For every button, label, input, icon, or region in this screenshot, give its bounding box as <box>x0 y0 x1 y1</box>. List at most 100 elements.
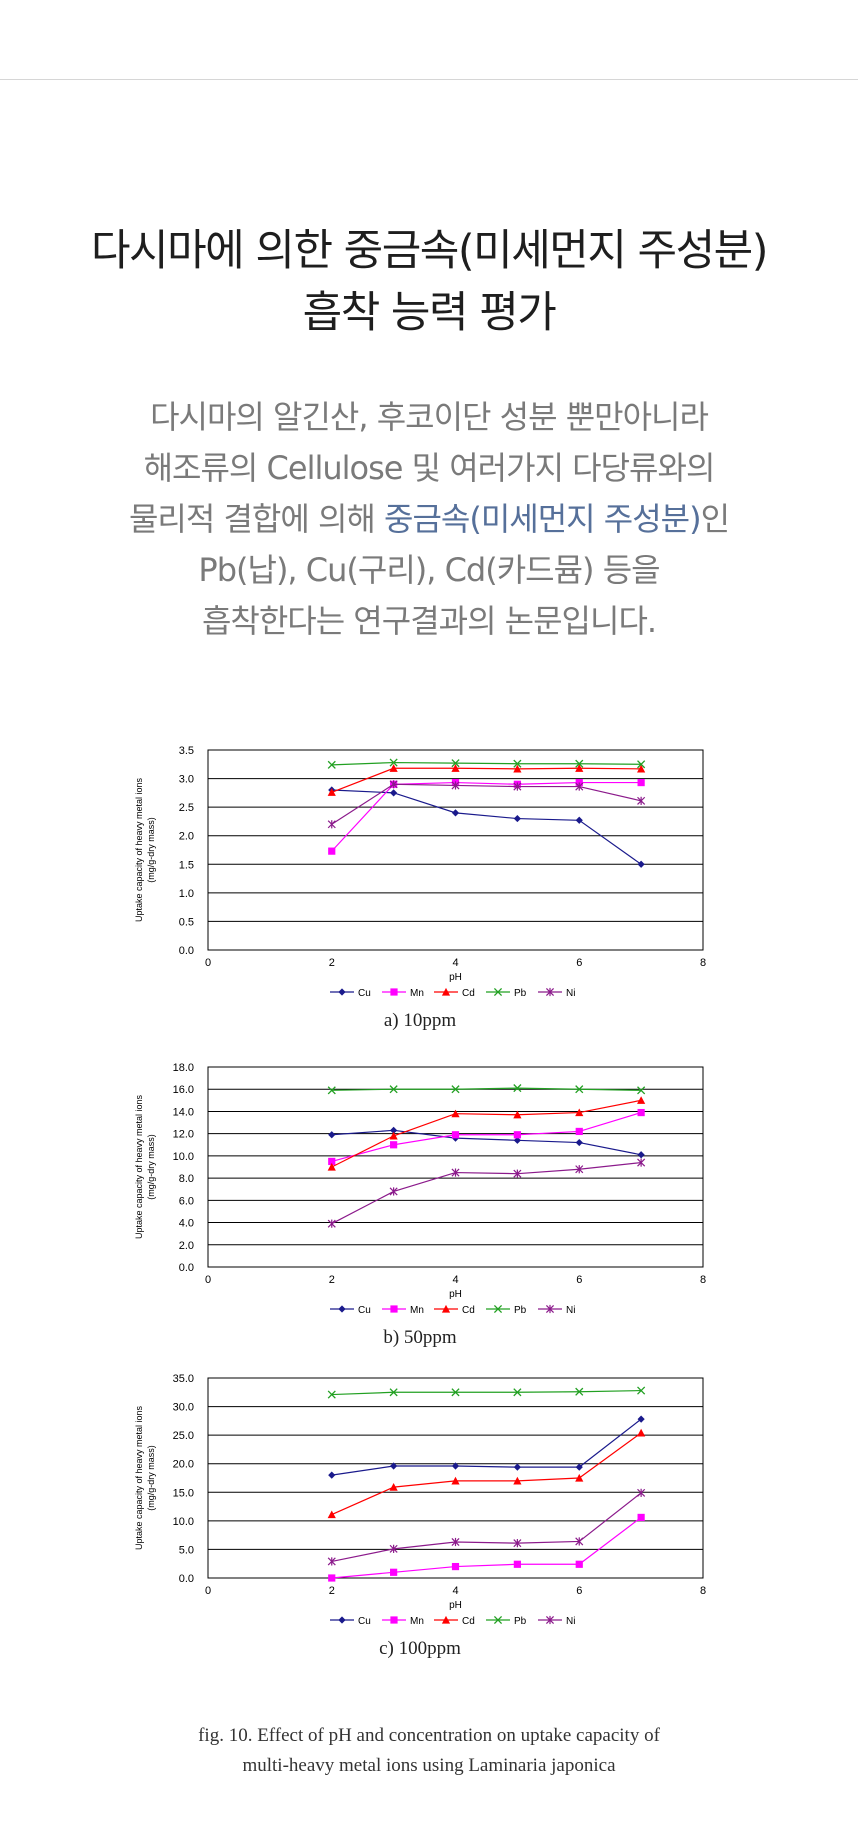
chart-50ppm-legend-label-ni: Ni <box>566 1305 575 1316</box>
chart-50ppm-legend-label-cd: Cd <box>462 1305 475 1316</box>
chart-100ppm-series-cd <box>327 1428 646 1519</box>
chart-100ppm-point-pb <box>575 1387 584 1396</box>
chart-50ppm-point-cd <box>389 1131 398 1140</box>
chart-50ppm-point-ni <box>575 1165 584 1174</box>
chart-50ppm-series-cd <box>327 1096 646 1171</box>
chart-50ppm-point-pb <box>451 1085 460 1094</box>
chart-50ppm-plot-frame <box>207 1066 704 1268</box>
chart-50ppm-legend-label-cu: Cu <box>358 1305 371 1316</box>
chart-10ppm-point-ni <box>327 820 336 829</box>
chart-50ppm-xlabel: pH <box>449 1289 462 1300</box>
chart-100ppm-point-cd <box>451 1476 460 1485</box>
chart-10ppm-xtick-label: 8 <box>700 957 706 969</box>
chart-10ppm-ytick-label: 1.5 <box>179 859 194 871</box>
chart-100ppm-xlabel: pH <box>449 1600 462 1611</box>
chart-10ppm-ytick-label: 3.0 <box>179 774 194 786</box>
chart-100ppm-subtitle: c) 100ppm <box>379 1638 461 1659</box>
chart-100ppm-legend-label-mn: Mn <box>410 1616 424 1627</box>
chart-100ppm-xtick-label: 4 <box>452 1585 458 1597</box>
chart-100ppm-xtick-label: 0 <box>205 1585 211 1597</box>
chart-100ppm-legend-marker-cu <box>338 1616 346 1624</box>
chart-50ppm-series-cu <box>328 1126 645 1159</box>
chart-10ppm-point-mn <box>328 847 336 855</box>
chart-50ppm-svg: 0.0 2.0 4.0 6.0 8.0 10.0 12.0 14.0 16.0 18.0 0 2 4 6 8… <box>134 1062 706 1348</box>
chart-10ppm-point-pb <box>389 758 398 767</box>
chart-50ppm-point-mn <box>637 1108 645 1117</box>
chart-100ppm-point-ni <box>327 1557 336 1566</box>
chart-10ppm-legend: Cu Mn Cd Pb Ni <box>330 987 575 999</box>
description: 다시마의 알긴산, 후코이단 성분 뿐만아니라 해조류의 Cellulose 및… <box>0 392 858 647</box>
chart-10ppm-svg: 0.0 0.5 1.0 1.5 2.0 2.5 3.0 3.5 0 2 4 6 8 pH Uptake ca… <box>134 745 706 1031</box>
chart-100ppm-ylabel-line-1: Uptake capacity of heavy metal ions <box>134 1405 144 1550</box>
chart-10ppm-point-cd <box>513 764 522 773</box>
chart-100ppm-line-pb <box>331 1389 642 1396</box>
chart-50ppm-point-ni <box>327 1219 336 1228</box>
chart-100ppm-point-mn <box>513 1560 521 1568</box>
chart-50ppm-point-cd <box>637 1096 646 1104</box>
chart-10ppm-xtick-label: 6 <box>576 957 582 969</box>
chart-100ppm-point-cd <box>637 1428 646 1437</box>
chart-10ppm-line-mn <box>331 781 642 852</box>
chart-10ppm-point-cd <box>637 764 646 773</box>
chart-50ppm-point-cu <box>328 1131 336 1139</box>
chart-100ppm-ytick-label: 35.0 <box>173 1373 194 1385</box>
chart-100ppm-point-mn <box>328 1574 336 1582</box>
chart-50ppm-point-cd <box>513 1110 522 1119</box>
chart-10ppm-ytick-label: 2.0 <box>179 831 194 843</box>
chart-100ppm-point-mn <box>637 1513 645 1522</box>
chart-50ppm-point-mn <box>513 1131 521 1139</box>
chart-100ppm: 0.0 5.0 10.0 15.0 20.0 25.0 30.0 35.0 0 2 4 6 8 pH Upt… <box>120 1366 720 1676</box>
chart-100ppm-ytick-label: 25.0 <box>173 1430 194 1442</box>
description-highlight: 중금속(미세먼지 주성분) <box>384 500 702 538</box>
chart-10ppm-legend-marker-cd <box>441 987 451 996</box>
chart-100ppm-legend-marker-ni <box>545 1615 555 1625</box>
chart-100ppm-ytick-label: 0.0 <box>179 1573 194 1585</box>
chart-50ppm-point-cu <box>575 1138 583 1147</box>
chart-100ppm-legend-label-cu: Cu <box>358 1616 371 1627</box>
chart-10ppm-ylabel-line-2: (mg/g-dry mass) <box>146 817 156 883</box>
chart-10ppm-legend-marker-cu <box>338 988 346 996</box>
chart-100ppm-line-mn <box>331 1516 642 1579</box>
chart-10ppm-point-mn <box>637 778 645 787</box>
chart-50ppm-line-mn <box>331 1111 642 1163</box>
chart-100ppm-ylabel-line-2: (mg/g-dry mass) <box>146 1445 156 1511</box>
description-line-3: 물리적 결합에 의해 중금속(미세먼지 주성분)인 <box>0 494 858 545</box>
chart-100ppm-plot-frame <box>207 1377 704 1579</box>
chart-10ppm-point-cd <box>451 764 460 772</box>
chart-10ppm-ylabel-line-1: Uptake capacity of heavy metal ions <box>134 777 144 922</box>
chart-50ppm-ytick-label: 14.0 <box>173 1106 194 1118</box>
chart-100ppm-series-ni <box>327 1488 646 1566</box>
chart-50ppm-line-cd <box>331 1099 642 1168</box>
chart-100ppm-ytick-label: 5.0 <box>179 1544 194 1556</box>
chart-50ppm: 0.0 2.0 4.0 6.0 8.0 10.0 12.0 14.0 16.0 18.0 0 2 4 6 8… <box>120 1055 720 1365</box>
chart-50ppm-point-pb <box>513 1084 522 1093</box>
chart-10ppm-point-cu <box>390 789 398 797</box>
chart-10ppm-point-cu <box>575 816 583 824</box>
chart-10ppm-series-cu <box>328 786 645 868</box>
description-line-5: 흡착한다는 연구결과의 논문입니다. <box>201 602 657 640</box>
chart-100ppm-point-ni <box>451 1537 460 1547</box>
chart-10ppm: 0.0 0.5 1.0 1.5 2.0 2.5 3.0 3.5 0 2 4 6 8 pH Uptake ca… <box>120 738 720 1048</box>
chart-50ppm-ytick-label: 8.0 <box>179 1173 194 1185</box>
chart-100ppm-legend-marker-cd <box>441 1615 451 1624</box>
chart-50ppm-point-ni <box>389 1187 398 1196</box>
chart-50ppm-point-ni <box>637 1158 646 1167</box>
chart-10ppm-legend-marker-ni <box>545 987 555 997</box>
chart-50ppm-xtick-label: 4 <box>452 1274 458 1286</box>
chart-50ppm-point-mn <box>575 1127 583 1136</box>
chart-100ppm-legend-label-pb: Pb <box>514 1616 527 1627</box>
chart-50ppm-legend-marker-mn <box>390 1305 398 1313</box>
chart-50ppm-point-pb <box>637 1086 646 1095</box>
chart-100ppm-ytick-label: 20.0 <box>173 1459 194 1471</box>
chart-50ppm-point-pb <box>575 1085 584 1094</box>
chart-100ppm-point-pb <box>389 1388 398 1397</box>
chart-50ppm-line-pb <box>331 1087 642 1091</box>
chart-50ppm-series-ni <box>327 1158 646 1228</box>
chart-100ppm-point-ni <box>389 1544 398 1553</box>
chart-100ppm-xtick-label: 6 <box>576 1585 582 1597</box>
chart-10ppm-xtick-label: 4 <box>452 957 458 969</box>
chart-50ppm-point-ni <box>451 1168 460 1177</box>
description-line-4: Pb(납), Cu(구리), Cd(카드뮴) 등을 <box>198 551 660 589</box>
chart-50ppm-ytick-label: 2.0 <box>179 1240 194 1252</box>
chart-100ppm-xtick-label: 2 <box>329 1585 335 1597</box>
